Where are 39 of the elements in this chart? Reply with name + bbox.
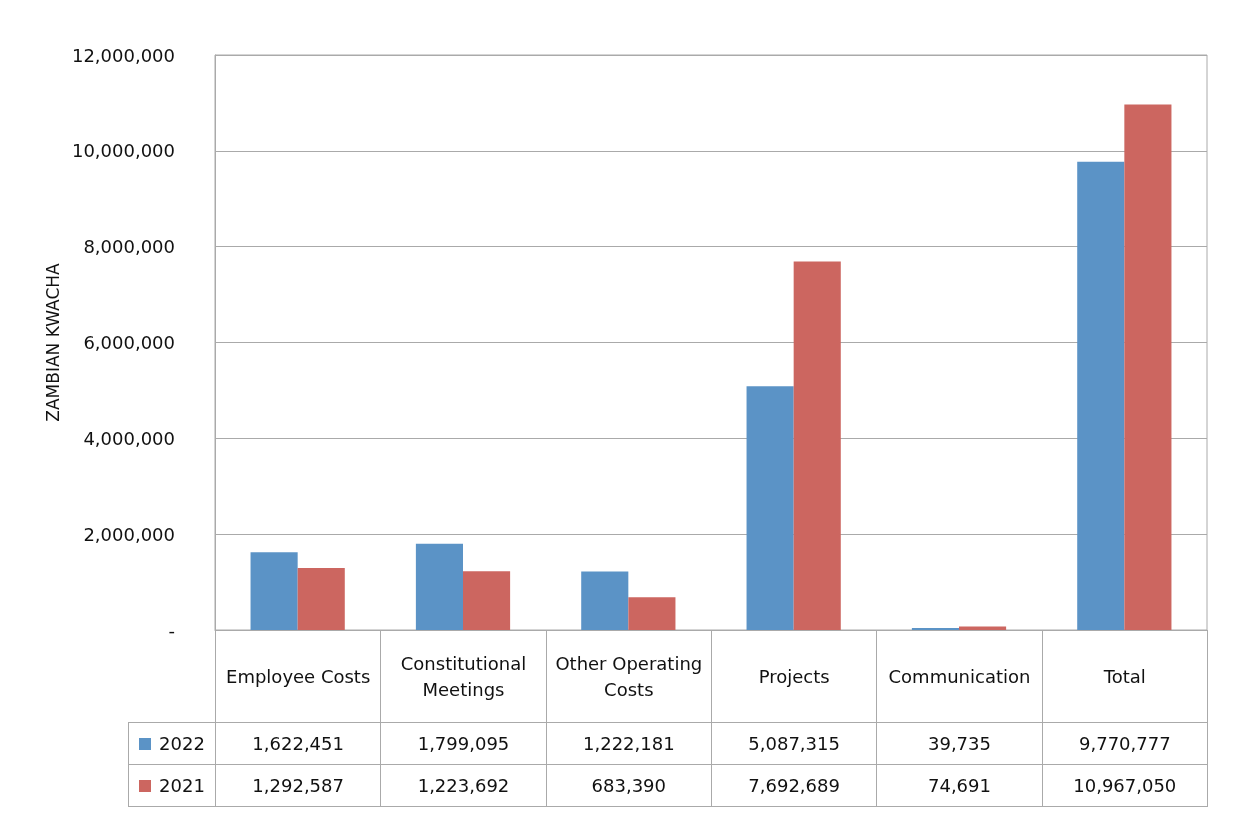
x-tick-label: Constitutional Meetings xyxy=(380,630,547,723)
bar xyxy=(415,543,463,630)
y-tick-label: 12,000,000 xyxy=(71,44,175,66)
bar xyxy=(1077,161,1125,630)
bar xyxy=(959,626,1007,630)
data-label: 5,087,315 xyxy=(711,722,877,765)
x-tick-label: Employee Costs xyxy=(215,630,381,723)
x-tick-label: Communication xyxy=(876,630,1043,723)
legend-label: 2022 xyxy=(128,722,216,765)
data-label: 1,222,181 xyxy=(546,722,712,765)
bar xyxy=(746,386,794,630)
y-axis-title: ZAMBIAN KWACHA xyxy=(42,262,63,422)
y-tick-label: 10,000,000 xyxy=(71,140,175,162)
bar xyxy=(250,552,298,630)
data-label: 7,692,689 xyxy=(711,764,877,807)
y-tick-label: 8,000,000 xyxy=(83,236,175,258)
bar xyxy=(628,597,676,630)
data-label: 10,967,050 xyxy=(1042,764,1208,807)
bar xyxy=(1124,104,1172,630)
data-label: 1,292,587 xyxy=(215,764,381,807)
y-tick-label: 2,000,000 xyxy=(83,523,175,545)
data-label: 1,799,095 xyxy=(380,722,547,765)
legend-label: 2021 xyxy=(128,764,216,807)
x-tick-label: Other Operating Costs xyxy=(546,630,712,723)
data-label: 1,622,451 xyxy=(215,722,381,765)
bar xyxy=(463,571,511,630)
bar xyxy=(793,261,841,630)
data-label: 1,223,692 xyxy=(380,764,547,807)
data-label: 74,691 xyxy=(876,764,1043,807)
y-tick-label: - xyxy=(168,619,175,641)
data-label: 9,770,777 xyxy=(1042,722,1208,765)
y-tick-label: 4,000,000 xyxy=(83,427,175,449)
x-tick-label: Projects xyxy=(711,630,877,723)
data-label: 683,390 xyxy=(546,764,712,807)
data-label: 39,735 xyxy=(876,722,1043,765)
bar xyxy=(297,568,345,630)
y-tick-label: 6,000,000 xyxy=(83,332,175,353)
bar xyxy=(581,571,629,630)
x-tick-label: Total xyxy=(1042,630,1208,723)
